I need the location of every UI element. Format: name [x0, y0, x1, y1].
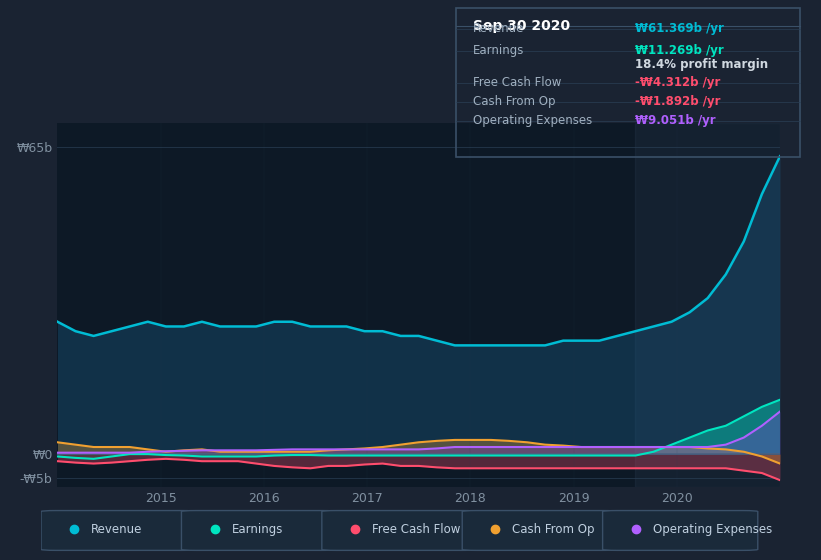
- Text: Cash From Op: Cash From Op: [512, 522, 595, 536]
- Bar: [635, 123, 780, 487]
- Text: Operating Expenses: Operating Expenses: [473, 114, 592, 127]
- Text: -₩1.892b /yr: -₩1.892b /yr: [635, 95, 721, 108]
- Text: Operating Expenses: Operating Expenses: [653, 522, 772, 536]
- Text: Cash From Op: Cash From Op: [473, 95, 555, 108]
- Text: 18.4% profit margin: 18.4% profit margin: [635, 58, 768, 71]
- Text: ₩9.051b /yr: ₩9.051b /yr: [635, 114, 716, 127]
- Text: Free Cash Flow: Free Cash Flow: [372, 522, 461, 536]
- FancyBboxPatch shape: [322, 511, 477, 550]
- FancyBboxPatch shape: [462, 511, 617, 550]
- FancyBboxPatch shape: [181, 511, 337, 550]
- Text: ₩11.269b /yr: ₩11.269b /yr: [635, 44, 723, 57]
- Text: Earnings: Earnings: [473, 44, 525, 57]
- Text: -₩4.312b /yr: -₩4.312b /yr: [635, 76, 720, 88]
- Text: Revenue: Revenue: [473, 22, 525, 35]
- Text: Revenue: Revenue: [91, 522, 143, 536]
- FancyBboxPatch shape: [41, 511, 196, 550]
- Text: Free Cash Flow: Free Cash Flow: [473, 76, 562, 88]
- Text: Sep 30 2020: Sep 30 2020: [473, 19, 570, 33]
- Text: ₩61.369b /yr: ₩61.369b /yr: [635, 22, 724, 35]
- FancyBboxPatch shape: [603, 511, 758, 550]
- Text: Earnings: Earnings: [232, 522, 283, 536]
